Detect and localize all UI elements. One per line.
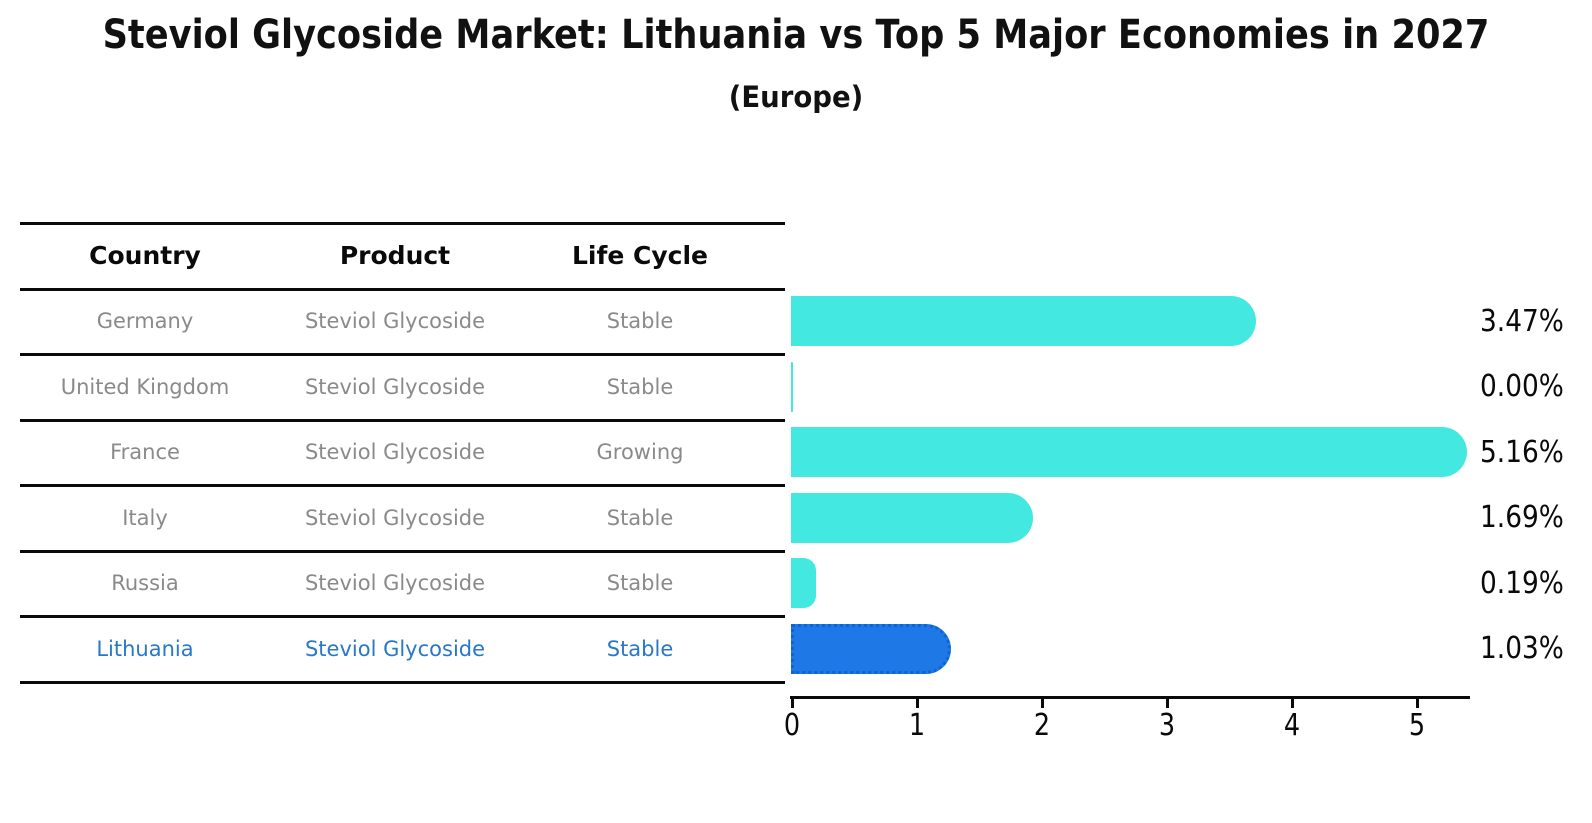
bar-italy: [791, 493, 1033, 543]
table-separator: [20, 288, 785, 291]
value-label-italy: 1.69%: [1480, 500, 1564, 535]
column-header-product: Product: [339, 241, 451, 270]
life-cycle-cell: Stable: [606, 506, 674, 530]
x-axis-tick-label: 4: [1283, 708, 1301, 743]
product-cell: Steviol Glycoside: [304, 571, 486, 595]
column-header-life-cycle: Life Cycle: [571, 241, 709, 270]
product-cell: Steviol Glycoside: [304, 309, 486, 333]
bar-france: [791, 427, 1467, 477]
x-axis-tick-label: 5: [1408, 708, 1426, 743]
table-separator: [20, 615, 785, 618]
country-cell: France: [110, 440, 180, 464]
table-separator: [20, 353, 785, 356]
life-cycle-cell: Stable: [606, 309, 674, 333]
x-axis-tick: [1416, 699, 1419, 708]
x-axis-tick: [1166, 699, 1169, 708]
value-label-russia: 0.19%: [1480, 566, 1564, 601]
table-separator: [20, 484, 785, 487]
life-cycle-cell: Stable: [606, 571, 674, 595]
column-header-country: Country: [89, 241, 201, 270]
bar-germany: [791, 296, 1256, 346]
chart-title: Steviol Glycoside Market: Lithuania vs T…: [102, 12, 1490, 58]
x-axis-tick-label: 2: [1033, 708, 1051, 743]
x-axis-tick-label: 1: [908, 708, 926, 743]
value-label-germany: 3.47%: [1480, 304, 1564, 339]
table-separator: [20, 419, 785, 422]
table-separator: [20, 222, 785, 225]
country-cell: United Kingdom: [60, 375, 230, 399]
x-axis-tick: [916, 699, 919, 708]
x-axis-tick-label: 0: [783, 708, 801, 743]
x-axis-spine: [790, 696, 1470, 699]
table-separator: [20, 550, 785, 553]
bar-russia: [791, 558, 816, 608]
product-cell: Steviol Glycoside: [304, 637, 486, 661]
x-axis-tick: [791, 699, 794, 708]
x-axis-tick: [1291, 699, 1294, 708]
chart-subtitle: (Europe): [728, 80, 864, 114]
life-cycle-cell: Stable: [606, 375, 674, 399]
country-cell: Russia: [111, 571, 179, 595]
product-cell: Steviol Glycoside: [304, 506, 486, 530]
x-axis-tick: [1041, 699, 1044, 708]
value-label-france: 5.16%: [1480, 435, 1564, 470]
bar-united-kingdom: [791, 362, 793, 412]
country-cell: Lithuania: [96, 637, 194, 661]
bar-lithuania: [791, 624, 951, 674]
country-cell: Germany: [96, 309, 194, 333]
country-cell: Italy: [122, 506, 168, 530]
value-label-lithuania: 1.03%: [1480, 631, 1564, 666]
value-label-united-kingdom: 0.00%: [1480, 369, 1564, 404]
life-cycle-cell: Growing: [596, 440, 684, 464]
product-cell: Steviol Glycoside: [304, 440, 486, 464]
life-cycle-cell: Stable: [606, 637, 674, 661]
product-cell: Steviol Glycoside: [304, 375, 486, 399]
x-axis-tick-label: 3: [1158, 708, 1176, 743]
table-separator: [20, 681, 785, 684]
